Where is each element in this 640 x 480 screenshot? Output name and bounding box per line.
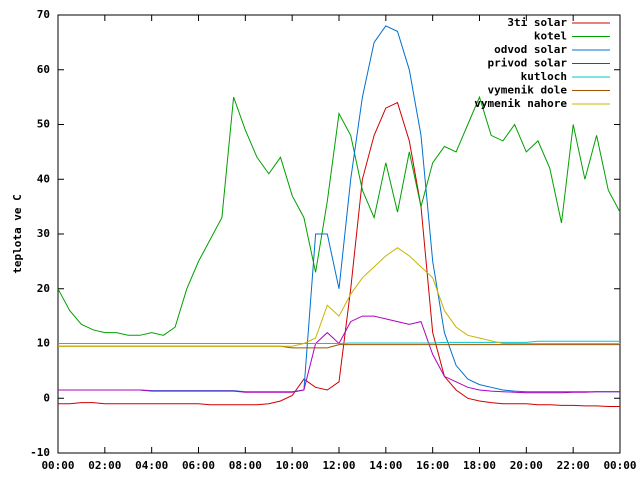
legend-label: kutloch [521,70,567,83]
y-tick-label: 40 [37,172,50,185]
x-tick-label: 12:00 [322,459,355,472]
y-tick-label: 60 [37,63,50,76]
legend-label: 3ti solar [507,16,567,29]
series-line [58,340,620,344]
x-tick-label: 18:00 [463,459,496,472]
y-tick-label: 30 [37,227,50,240]
y-tick-label: 70 [37,8,50,21]
legend-label: vymenik dole [488,84,568,97]
series-line [57,95,621,336]
x-tick-label: 16:00 [416,459,449,472]
y-tick-label: 0 [43,391,50,404]
y-tick-label: 50 [37,118,50,131]
x-tick-label: 06:00 [182,459,215,472]
x-tick-label: 22:00 [557,459,590,472]
y-tick-label: 20 [37,282,50,295]
legend-label: kotel [534,30,567,43]
x-tick-label: 02:00 [88,459,121,472]
series-line [58,247,620,347]
x-tick-label: 20:00 [510,459,543,472]
series-line [58,101,620,407]
x-tick-label: 10:00 [276,459,309,472]
x-tick-label: 04:00 [135,459,168,472]
legend-label: odvod solar [494,43,567,56]
y-axis-label: teplota ve C [11,194,24,273]
legend-label: privod solar [488,57,568,70]
legend-label: vymenik nahore [474,97,567,110]
y-tick-label: -10 [30,446,50,459]
x-tick-label: 00:00 [41,459,74,472]
x-tick-label: 14:00 [369,459,402,472]
x-tick-label: 08:00 [229,459,262,472]
y-tick-label: 10 [37,337,50,350]
x-tick-label: 00:00 [603,459,636,472]
